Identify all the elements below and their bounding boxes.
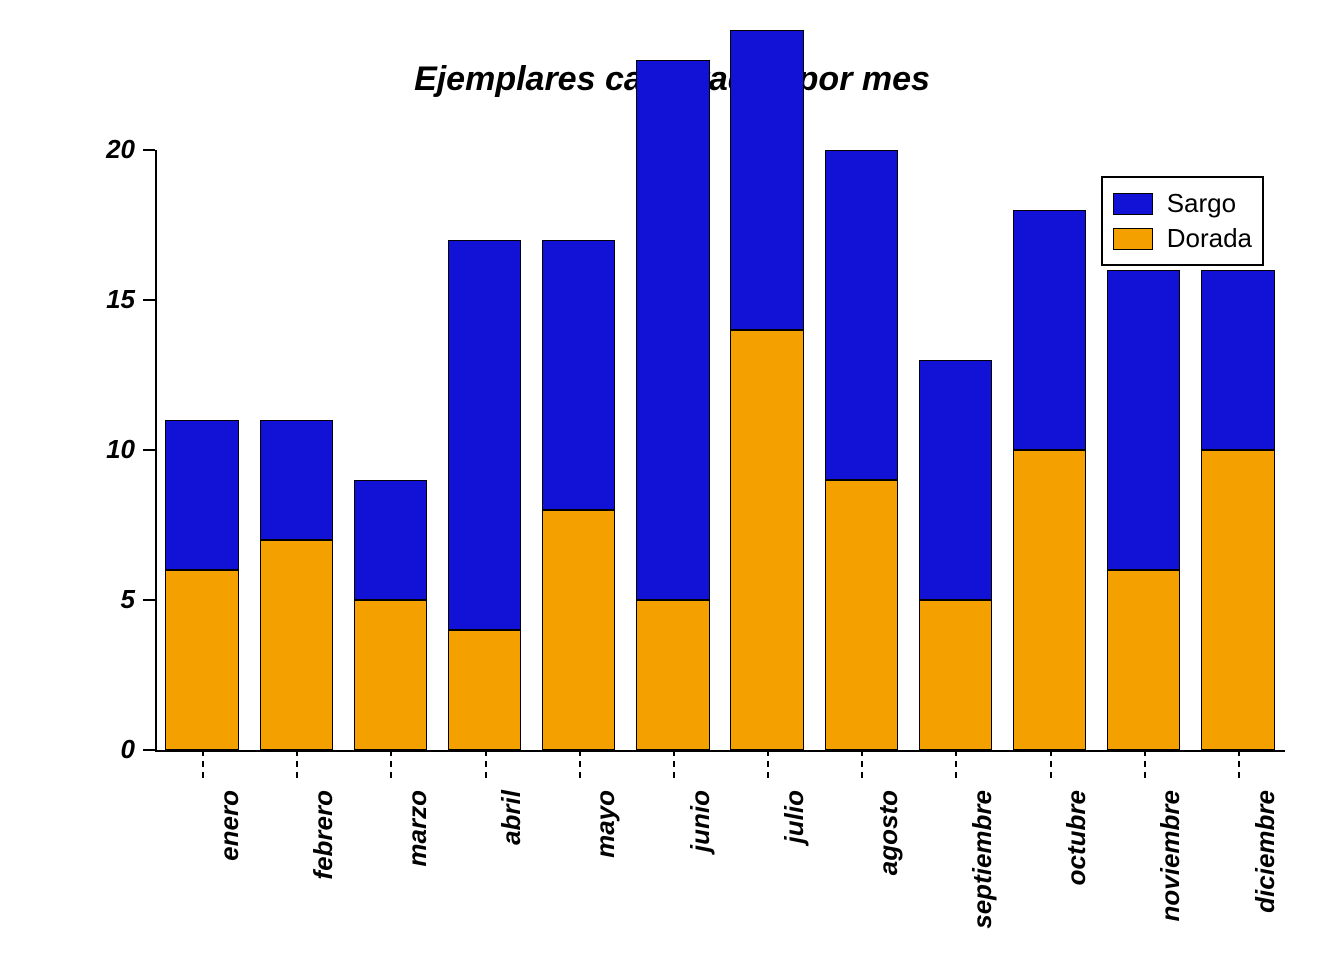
x-tick bbox=[955, 750, 957, 778]
bar-segment-dorada bbox=[730, 330, 803, 750]
legend-item: Sargo bbox=[1113, 188, 1252, 219]
legend-label: Sargo bbox=[1167, 188, 1236, 219]
x-tick-label: octubre bbox=[1061, 790, 1092, 885]
bar-segment-sargo bbox=[1107, 270, 1180, 570]
bar-segment-sargo bbox=[448, 240, 521, 630]
x-tick bbox=[673, 750, 675, 778]
y-tick-label: 5 bbox=[121, 584, 135, 615]
bar-segment-dorada bbox=[919, 600, 992, 750]
bar-segment-dorada bbox=[260, 540, 333, 750]
bar-segment-dorada bbox=[636, 600, 709, 750]
bar-segment-sargo bbox=[165, 420, 238, 570]
bar-group bbox=[1013, 210, 1086, 750]
x-tick-label: marzo bbox=[402, 790, 433, 867]
x-tick bbox=[202, 750, 204, 778]
y-tick bbox=[143, 599, 155, 601]
x-tick-label: noviembre bbox=[1155, 790, 1186, 922]
legend-swatch bbox=[1113, 193, 1153, 215]
x-tick-label: septiembre bbox=[967, 790, 998, 929]
bar-group bbox=[1201, 270, 1274, 750]
bar-segment-dorada bbox=[165, 570, 238, 750]
bar-segment-sargo bbox=[1013, 210, 1086, 450]
bar-segment-sargo bbox=[354, 480, 427, 600]
x-tick bbox=[485, 750, 487, 778]
x-tick-label: agosto bbox=[873, 790, 904, 875]
bar-group bbox=[448, 240, 521, 750]
x-tick-label: abril bbox=[496, 790, 527, 845]
legend-swatch bbox=[1113, 228, 1153, 250]
bar-segment-sargo bbox=[919, 360, 992, 600]
bar-group bbox=[542, 240, 615, 750]
y-tick-label: 15 bbox=[106, 284, 135, 315]
x-tick bbox=[296, 750, 298, 778]
legend-item: Dorada bbox=[1113, 223, 1252, 254]
legend-label: Dorada bbox=[1167, 223, 1252, 254]
x-tick bbox=[1144, 750, 1146, 778]
y-tick-label: 20 bbox=[106, 134, 135, 165]
bar-group bbox=[636, 60, 709, 750]
chart-container: Ejemplares capturados por mes 05101520 e… bbox=[0, 0, 1344, 960]
bar-group bbox=[825, 150, 898, 750]
bar-group bbox=[165, 420, 238, 750]
y-tick-label: 10 bbox=[106, 434, 135, 465]
x-tick bbox=[767, 750, 769, 778]
bar-group bbox=[260, 420, 333, 750]
bar-group bbox=[919, 360, 992, 750]
y-tick bbox=[143, 749, 155, 751]
x-axis-line bbox=[155, 750, 1285, 752]
bar-segment-dorada bbox=[1201, 450, 1274, 750]
bar-segment-sargo bbox=[542, 240, 615, 510]
x-tick-label: febrero bbox=[308, 790, 339, 880]
bar-segment-sargo bbox=[636, 60, 709, 600]
y-tick bbox=[143, 149, 155, 151]
bar-segment-sargo bbox=[1201, 270, 1274, 450]
x-tick-label: enero bbox=[214, 790, 245, 861]
bar-group bbox=[1107, 270, 1180, 750]
bar-segment-dorada bbox=[448, 630, 521, 750]
bar-segment-dorada bbox=[825, 480, 898, 750]
x-tick bbox=[1050, 750, 1052, 778]
x-tick bbox=[390, 750, 392, 778]
bar-group bbox=[354, 480, 427, 750]
bar-segment-sargo bbox=[730, 30, 803, 330]
bar-segment-sargo bbox=[260, 420, 333, 540]
legend: Sargo Dorada bbox=[1101, 176, 1264, 266]
bar-segment-dorada bbox=[354, 600, 427, 750]
bar-segment-dorada bbox=[1107, 570, 1180, 750]
x-tick bbox=[1238, 750, 1240, 778]
x-tick-label: julio bbox=[779, 790, 810, 843]
x-tick bbox=[579, 750, 581, 778]
bar-group bbox=[730, 30, 803, 750]
y-tick bbox=[143, 449, 155, 451]
bar-segment-sargo bbox=[825, 150, 898, 480]
x-tick-label: diciembre bbox=[1250, 790, 1281, 913]
x-tick bbox=[861, 750, 863, 778]
x-tick-label: junio bbox=[685, 790, 716, 852]
y-tick bbox=[143, 299, 155, 301]
x-tick-label: mayo bbox=[590, 790, 621, 858]
y-tick-label: 0 bbox=[121, 734, 135, 765]
bar-segment-dorada bbox=[542, 510, 615, 750]
bar-segment-dorada bbox=[1013, 450, 1086, 750]
